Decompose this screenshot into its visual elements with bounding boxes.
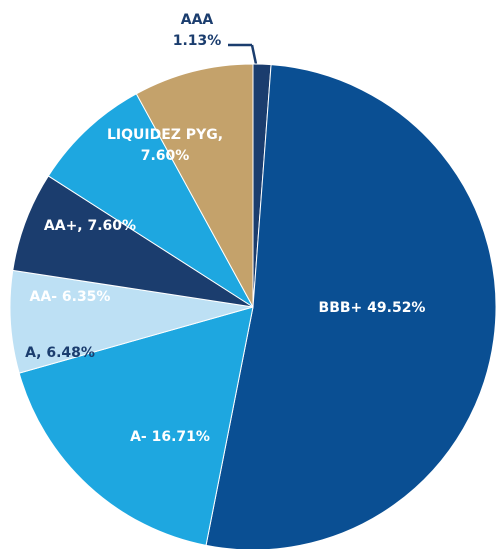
label-line: AAA bbox=[181, 12, 214, 28]
label-line: A, 6.48% bbox=[25, 345, 95, 361]
label-line: BBB+ 49.52% bbox=[319, 300, 426, 316]
slice-label: BBB+ 49.52% bbox=[319, 300, 426, 316]
pie-slice bbox=[135, 63, 254, 308]
label-line: 7.60% bbox=[141, 148, 190, 164]
pie-slice bbox=[47, 93, 254, 308]
label-line: 1.13% bbox=[173, 33, 222, 49]
pie-slice bbox=[205, 64, 497, 549]
label-line: LIQUIDEZ PYG, bbox=[107, 127, 223, 143]
slice-label: AA- 6.35% bbox=[30, 289, 111, 305]
slice-label: A- 16.71% bbox=[130, 429, 210, 445]
pie-slice bbox=[18, 306, 254, 546]
leader-line bbox=[250, 44, 258, 65]
slice-label: LIQUIDEZ PYG, 7.60% bbox=[107, 127, 223, 164]
label-line: A- 16.71% bbox=[130, 429, 210, 445]
slice-label: AA+, 7.60% bbox=[44, 218, 136, 234]
slice-label: A, 6.48% bbox=[25, 345, 95, 361]
label-line: AA- 6.35% bbox=[30, 289, 111, 305]
label-line: AA+, 7.60% bbox=[44, 218, 136, 234]
slice-label: AAA 1.13% bbox=[173, 12, 222, 49]
